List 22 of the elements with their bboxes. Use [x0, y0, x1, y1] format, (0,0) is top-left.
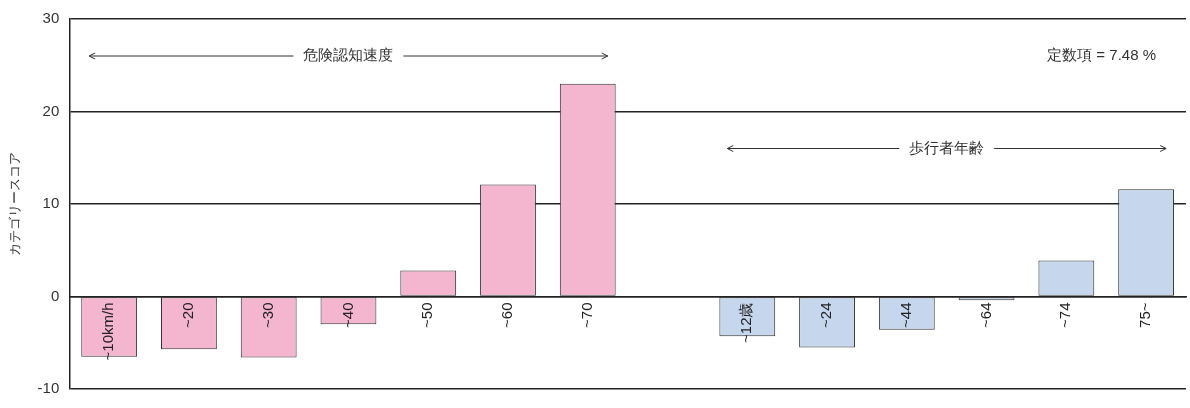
y-tick-label: -10 — [37, 379, 60, 397]
y-tick-label: 10 — [42, 194, 60, 212]
x-tick-label: ~70 — [577, 302, 595, 328]
x-tick-label: ~60 — [498, 302, 516, 328]
x-tick-label: ~74 — [1056, 302, 1074, 328]
y-tick-label: 0 — [50, 286, 60, 304]
x-tick-label: ~64 — [976, 302, 994, 328]
x-tick-label: ~24 — [817, 302, 835, 328]
x-tick-label: ~20 — [179, 302, 197, 328]
y-tick-label: 20 — [42, 101, 60, 119]
x-tick-label: 75~ — [1136, 302, 1154, 328]
x-tick-label: ~40 — [338, 302, 356, 328]
x-tick-label: ~50 — [418, 302, 436, 328]
y-tick-label: 30 — [42, 9, 60, 27]
annotation: 定数項 = 7.48 % — [1047, 46, 1156, 64]
x-tick-label: ~30 — [258, 302, 276, 328]
x-tick-label: ~12歳 — [737, 302, 755, 343]
annotation: 危険認知速度 — [303, 46, 394, 64]
annotation: 歩行者年齢 — [909, 138, 985, 156]
x-tick-label: ~10km/h — [99, 302, 117, 361]
x-tick-label: ~44 — [896, 302, 914, 328]
y-axis-title: カテゴリースコア — [7, 152, 23, 256]
